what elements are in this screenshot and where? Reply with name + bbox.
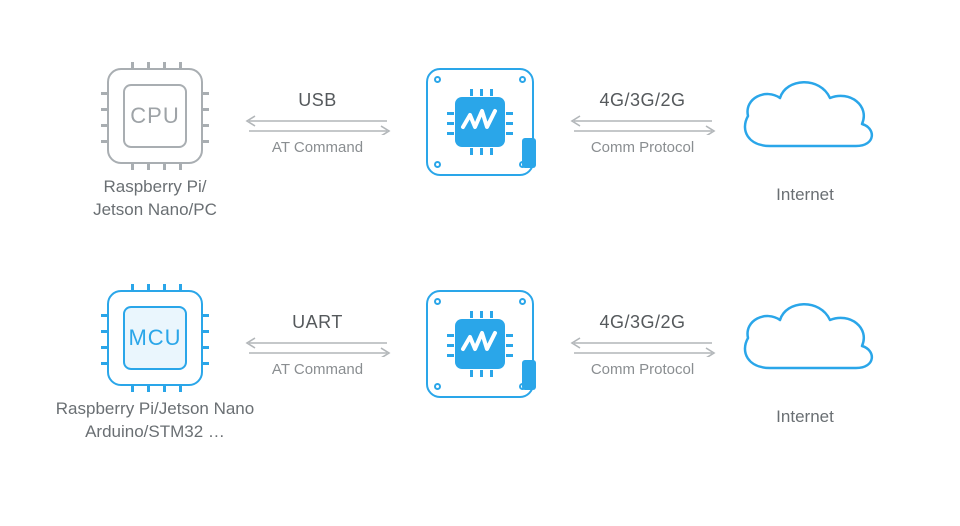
arrow-uart: UART AT Command: [240, 290, 395, 378]
diagram-row-1: CPU Raspberry Pi/ Jetson Nano/PC USB AT …: [0, 68, 960, 222]
node-module-2: [395, 290, 565, 398]
node-cloud-1: Internet: [720, 68, 890, 207]
cloud-icon: [730, 68, 880, 168]
mcu-chip-icon: MCU: [107, 290, 203, 386]
cloud-caption-2: Internet: [776, 406, 834, 429]
cpu-caption-line1: Raspberry Pi/: [104, 177, 207, 196]
module-board-icon: [426, 290, 534, 398]
node-mcu: MCU Raspberry Pi/Jetson Nano Arduino/STM…: [70, 290, 240, 444]
arrow-uart-bottom-label: AT Command: [272, 361, 363, 378]
cpu-caption: Raspberry Pi/ Jetson Nano/PC: [93, 176, 217, 222]
waveshare-logo-icon: [455, 319, 505, 369]
cpu-caption-line2: Jetson Nano/PC: [93, 200, 217, 219]
arrow-4g-top-label: 4G/3G/2G: [599, 90, 685, 111]
arrow-usb-bottom-label: AT Command: [272, 139, 363, 156]
bi-arrow-icon: [568, 337, 718, 357]
cpu-chip-icon: CPU: [107, 68, 203, 164]
arrow-4g-top-label-2: 4G/3G/2G: [599, 312, 685, 333]
bi-arrow-icon: [243, 115, 393, 135]
bi-arrow-icon: [568, 115, 718, 135]
mcu-caption-line2: Arduino/STM32 …: [85, 422, 225, 441]
arrow-usb-top-label: USB: [298, 90, 337, 111]
arrow-4g-bottom-label: Comm Protocol: [591, 139, 694, 156]
mcu-caption: Raspberry Pi/Jetson Nano Arduino/STM32 …: [40, 398, 270, 444]
arrow-usb: USB AT Command: [240, 68, 395, 156]
node-cpu: CPU Raspberry Pi/ Jetson Nano/PC: [70, 68, 240, 222]
module-board-icon: [426, 68, 534, 176]
mcu-chip-label: MCU: [123, 306, 187, 370]
arrow-uart-top-label: UART: [292, 312, 343, 333]
cloud-caption-1: Internet: [776, 184, 834, 207]
cloud-icon: [730, 290, 880, 390]
node-cloud-2: Internet: [720, 290, 890, 429]
bi-arrow-icon: [243, 337, 393, 357]
mcu-caption-line1: Raspberry Pi/Jetson Nano: [56, 399, 254, 418]
arrow-4g-1: 4G/3G/2G Comm Protocol: [565, 68, 720, 156]
arrow-4g-bottom-label-2: Comm Protocol: [591, 361, 694, 378]
module-chip-icon: [455, 319, 505, 369]
node-module-1: [395, 68, 565, 176]
waveshare-logo-icon: [455, 97, 505, 147]
arrow-4g-2: 4G/3G/2G Comm Protocol: [565, 290, 720, 378]
sim-slot-icon: [522, 360, 536, 390]
module-chip-icon: [455, 97, 505, 147]
cpu-chip-label: CPU: [123, 84, 187, 148]
diagram-row-2: MCU Raspberry Pi/Jetson Nano Arduino/STM…: [0, 290, 960, 444]
sim-slot-icon: [522, 138, 536, 168]
